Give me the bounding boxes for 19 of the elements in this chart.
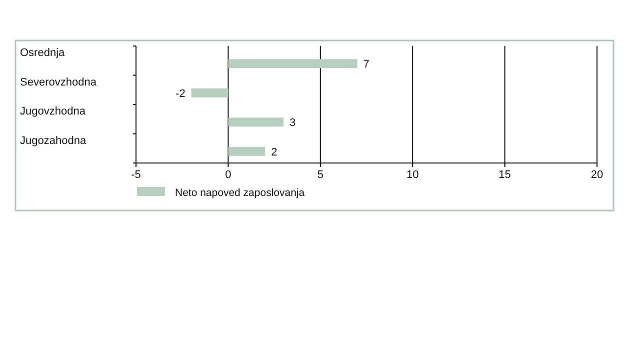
bar (228, 118, 284, 127)
bar (191, 88, 228, 98)
data-label: -2 (176, 88, 186, 100)
data-label: 7 (363, 58, 370, 71)
y-tick-label: Jugozahodna (20, 134, 87, 147)
data-label: 3 (290, 117, 296, 130)
y-tick-label: Severovzhodna (20, 76, 98, 88)
x-tick-label: 15 (498, 168, 511, 181)
legend-label: Neto napoved zaposlovanja (175, 187, 305, 199)
x-tick-label: 20 (590, 168, 604, 181)
x-tick-label: 10 (406, 168, 419, 181)
x-tick-label: 0 (225, 168, 232, 181)
x-tick-label: -5 (131, 168, 141, 181)
bar (228, 59, 358, 68)
data-label: 2 (271, 146, 278, 158)
x-tick-label: 5 (317, 168, 324, 181)
y-tick-label: Osrednja (20, 47, 66, 60)
bar (228, 146, 266, 156)
y-tick-label: Jugovzhodna (20, 106, 86, 118)
